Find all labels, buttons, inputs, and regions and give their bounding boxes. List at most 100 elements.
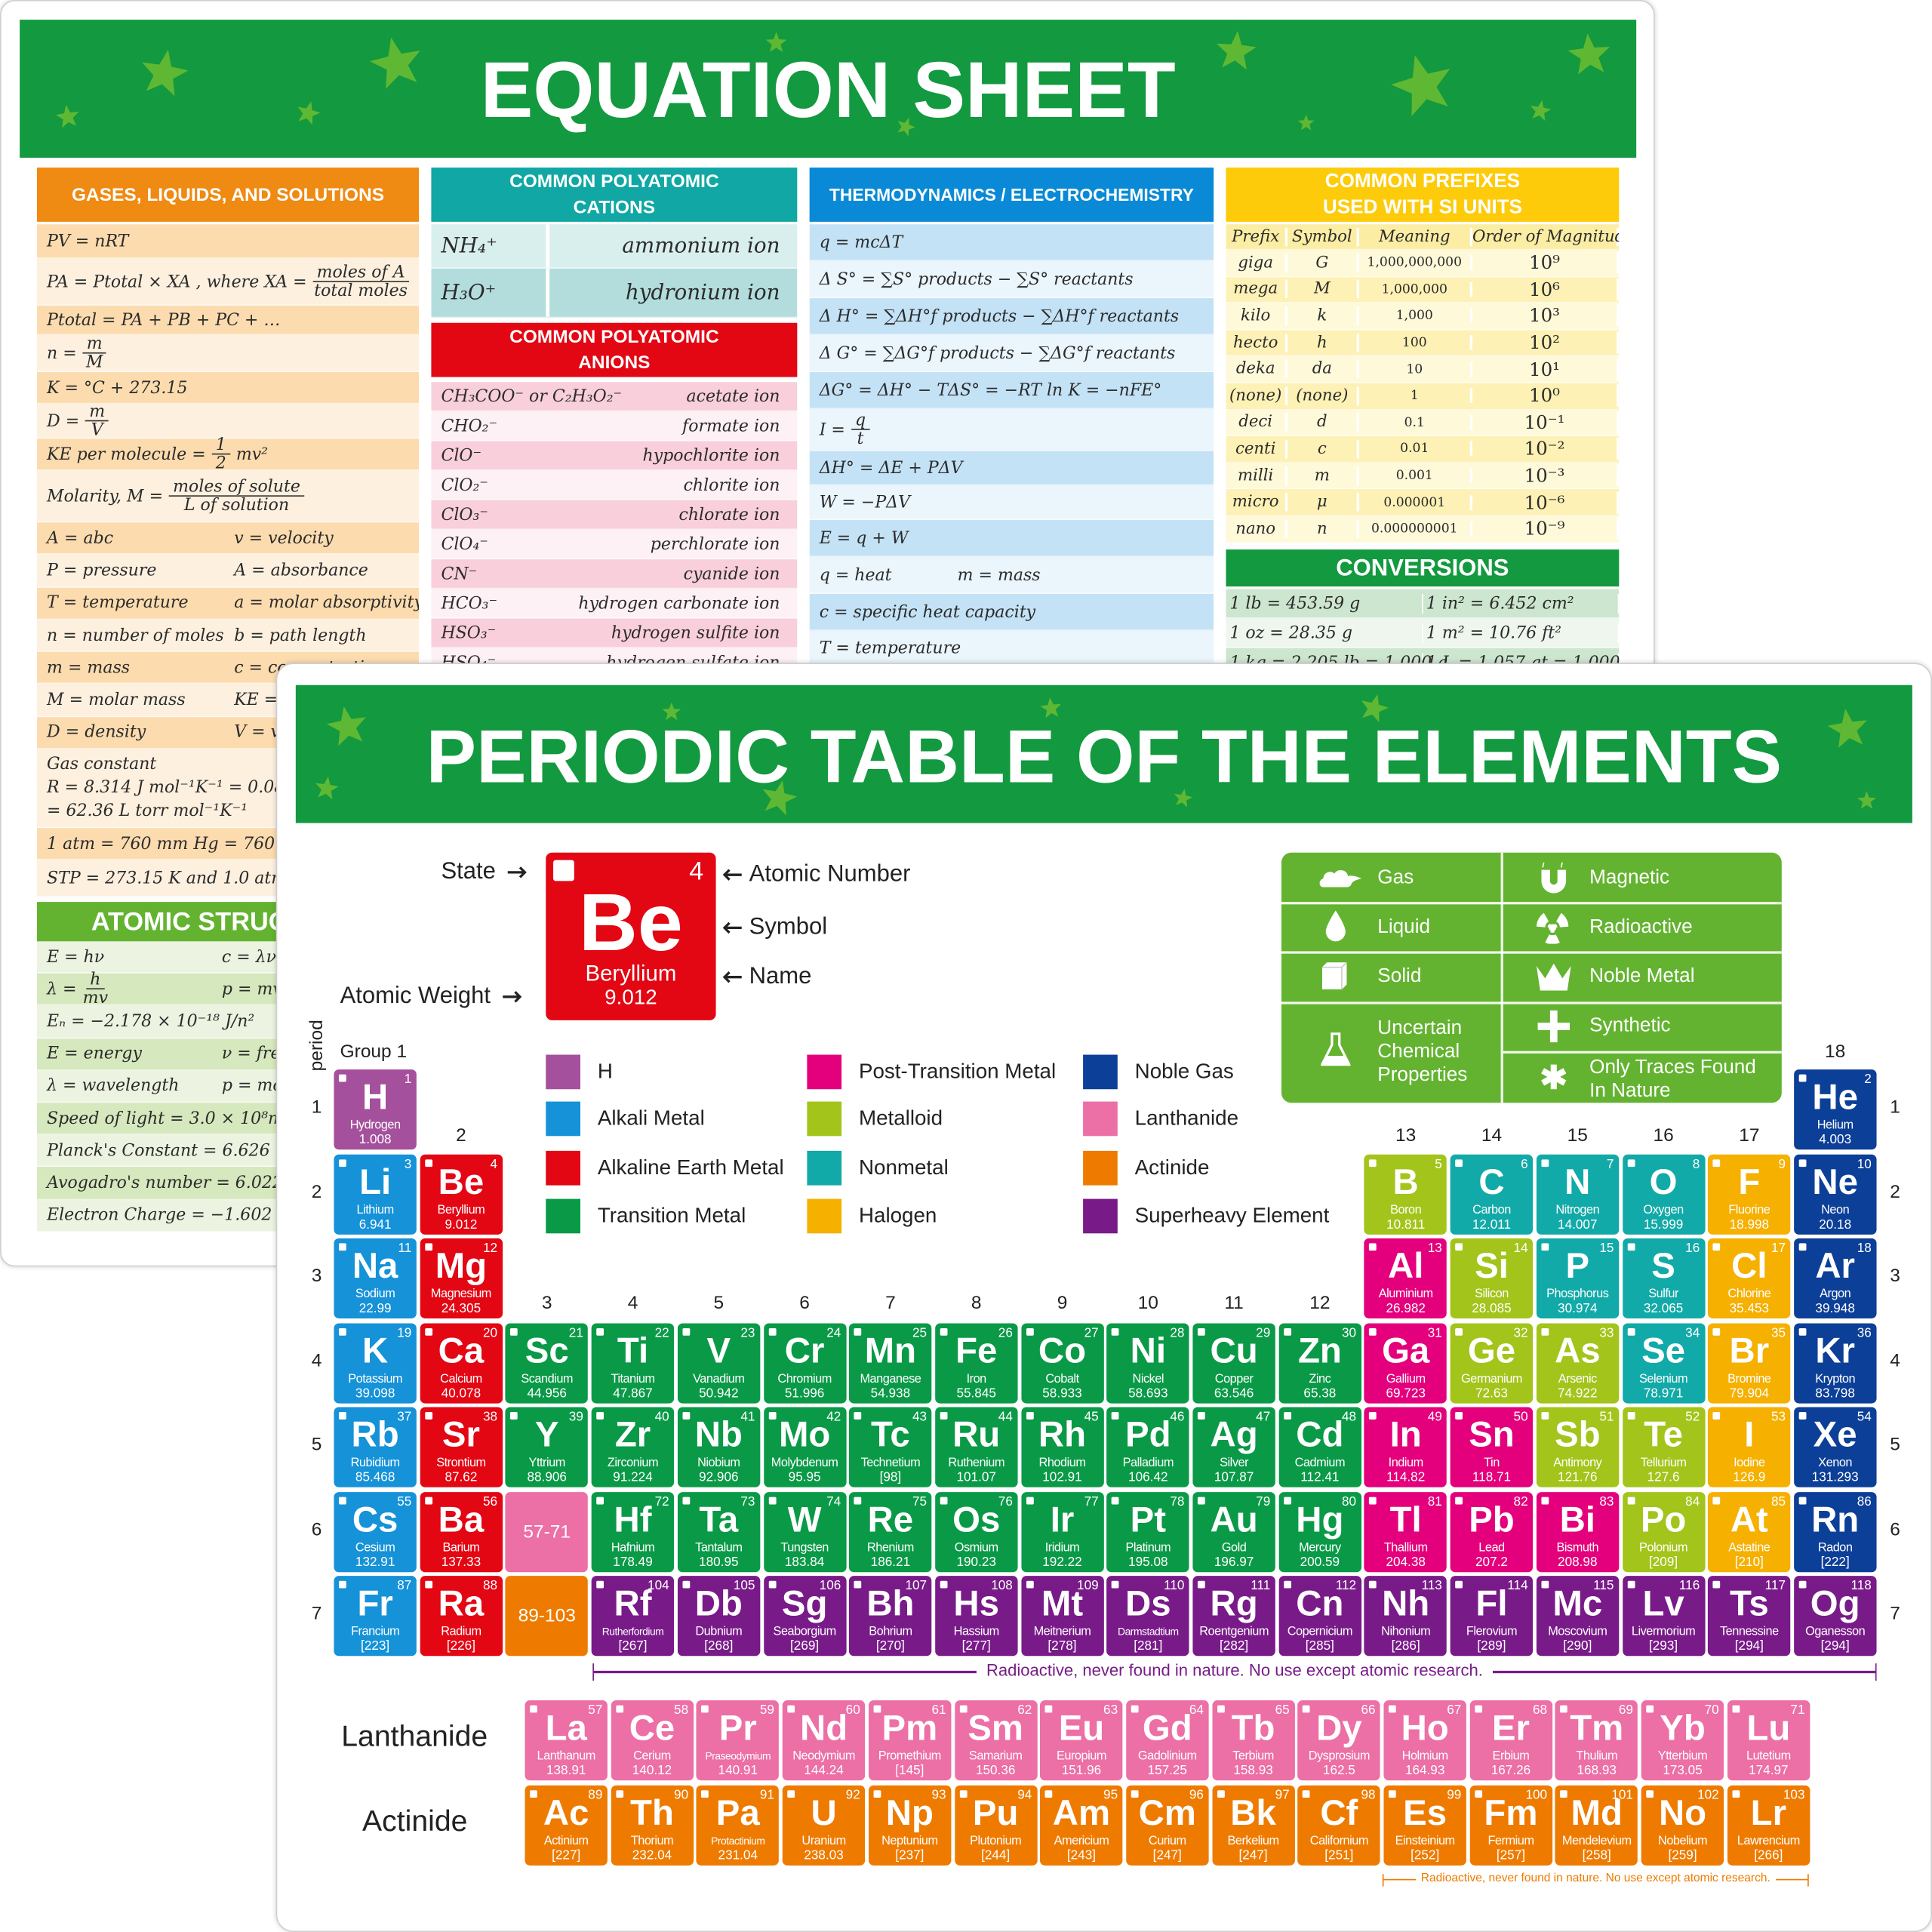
element-neptunium[interactable]: 93 Np Neptunium [237] [868, 1785, 952, 1866]
element-holmium[interactable]: 67 Ho Holmium 164.93 [1383, 1700, 1466, 1781]
element-uranium[interactable]: 92 U Uranium 238.03 [782, 1785, 866, 1866]
element-americium[interactable]: 95 Am Americium [243] [1040, 1785, 1123, 1866]
element-bohrium[interactable]: 107 Bh Bohrium [270] [849, 1576, 932, 1657]
element-oganesson[interactable]: 118 Og Oganesson [294] [1793, 1576, 1877, 1657]
element-phosphorus[interactable]: 15 P Phosphorus 30.974 [1536, 1238, 1619, 1318]
element-sulfur[interactable]: 16 S Sulfur 32.065 [1622, 1238, 1705, 1318]
element-germanium[interactable]: 32 Ge Germanium 72.63 [1450, 1322, 1534, 1403]
element-plutonium[interactable]: 94 Pu Plutonium [244] [954, 1785, 1037, 1866]
element-scandium[interactable]: 21 Sc Scandium 44.956 [506, 1322, 589, 1403]
element-mercury[interactable]: 80 Hg Mercury 200.59 [1278, 1491, 1361, 1572]
element-californium[interactable]: 98 Cf Californium [251] [1297, 1785, 1381, 1866]
element-meitnerium[interactable]: 109 Mt Meitnerium [278] [1020, 1576, 1104, 1657]
element-europium[interactable]: 63 Eu Europium 151.96 [1040, 1700, 1123, 1781]
element-bromine[interactable]: 35 Br Bromine 79.904 [1708, 1322, 1791, 1403]
element-seaborgium[interactable]: 106 Sg Seaborgium [269] [763, 1576, 846, 1657]
element-polonium[interactable]: 84 Po Polonium [209] [1622, 1491, 1705, 1572]
element-platinum[interactable]: 78 Pt Platinum 195.08 [1106, 1491, 1189, 1572]
element-beryllium[interactable]: 4 Be Beryllium 9.012 [420, 1153, 503, 1235]
element-darmstadtium[interactable]: 110 Ds Darmstadtium [281] [1106, 1576, 1189, 1657]
element-hassium[interactable]: 108 Hs Hassium [277] [935, 1576, 1018, 1657]
element-zinc[interactable]: 30 Zn Zinc 65.38 [1278, 1322, 1361, 1403]
element-silicon[interactable]: 14 Si Silicon 28.085 [1450, 1238, 1534, 1318]
element-livermorium[interactable]: 116 Lv Livermorium [293] [1622, 1576, 1705, 1657]
element-vanadium[interactable]: 23 V Vanadium 50.942 [677, 1322, 761, 1403]
element-calcium[interactable]: 20 Ca Calcium 40.078 [420, 1322, 503, 1403]
element-iridium[interactable]: 77 Ir Iridium 192.22 [1020, 1491, 1104, 1572]
element-gold[interactable]: 79 Au Gold 196.97 [1192, 1491, 1275, 1572]
element-lanthanum[interactable]: 57 La Lanthanum 138.91 [525, 1700, 608, 1781]
element-rutherfordium[interactable]: 104 Rf Rutherfordium [267] [591, 1576, 675, 1657]
element-cesium[interactable]: 55 Cs Cesium 132.91 [334, 1491, 417, 1572]
element-thulium[interactable]: 69 Tm Thulium 168.93 [1555, 1700, 1638, 1781]
element-praseodymium[interactable]: 59 Pr Praseodymium 140.91 [697, 1700, 780, 1781]
element-gadolinium[interactable]: 64 Gd Gadolinium 157.25 [1126, 1700, 1209, 1781]
element-chlorine[interactable]: 17 Cl Chlorine 35.453 [1708, 1238, 1791, 1318]
element-boron[interactable]: 5 B Boron 10.811 [1364, 1153, 1447, 1235]
element-moscovium[interactable]: 115 Mc Moscovium [290] [1536, 1576, 1619, 1657]
element-ruthenium[interactable]: 44 Ru Ruthenium 101.07 [935, 1407, 1018, 1487]
element-terbium[interactable]: 65 Tb Terbium 158.93 [1211, 1700, 1295, 1781]
element-titanium[interactable]: 22 Ti Titanium 47.867 [591, 1322, 675, 1403]
element-lutetium[interactable]: 71 Lu Lutetium 174.97 [1727, 1700, 1810, 1781]
element-niobium[interactable]: 41 Nb Niobium 92.906 [677, 1407, 761, 1487]
element-iron[interactable]: 26 Fe Iron 55.845 [935, 1322, 1018, 1403]
element-rhodium[interactable]: 45 Rh Rhodium 102.91 [1020, 1407, 1104, 1487]
element-hydrogen[interactable]: 1 H Hydrogen 1.008 [334, 1069, 417, 1150]
element-manganese[interactable]: 25 Mn Manganese 54.938 [849, 1322, 932, 1403]
element-neodymium[interactable]: 60 Nd Neodymium 144.24 [782, 1700, 866, 1781]
element-gallium[interactable]: 31 Ga Gallium 69.723 [1364, 1322, 1447, 1403]
element-hafnium[interactable]: 72 Hf Hafnium 178.49 [591, 1491, 675, 1572]
element-nobelium[interactable]: 102 No Nobelium [259] [1641, 1785, 1724, 1866]
element-nihonium[interactable]: 113 Nh Nihonium [286] [1364, 1576, 1447, 1657]
element-dysprosium[interactable]: 66 Dy Dysprosium 162.5 [1297, 1700, 1381, 1781]
element-rhenium[interactable]: 75 Re Rhenium 186.21 [849, 1491, 932, 1572]
element-selenium[interactable]: 34 Se Selenium 78.971 [1622, 1322, 1705, 1403]
element-zirconium[interactable]: 40 Zr Zirconium 91.224 [591, 1407, 675, 1487]
element-roentgenium[interactable]: 111 Rg Roentgenium [282] [1192, 1576, 1275, 1657]
element-tennessine[interactable]: 117 Ts Tennessine [294] [1708, 1576, 1791, 1657]
element-samarium[interactable]: 62 Sm Samarium 150.36 [954, 1700, 1037, 1781]
element-oxygen[interactable]: 8 O Oxygen 15.999 [1622, 1153, 1705, 1235]
element-lead[interactable]: 82 Pb Lead 207.2 [1450, 1491, 1534, 1572]
element-tungsten[interactable]: 74 W Tungsten 183.84 [763, 1491, 846, 1572]
element-krypton[interactable]: 36 Kr Krypton 83.798 [1793, 1322, 1877, 1403]
f-block-placeholder[interactable]: 89-103 [506, 1576, 589, 1657]
element-antimony[interactable]: 51 Sb Antimony 121.76 [1536, 1407, 1619, 1487]
element-astatine[interactable]: 85 At Astatine [210] [1708, 1491, 1791, 1572]
element-copernicium[interactable]: 112 Cn Copernicium [285] [1278, 1576, 1361, 1657]
element-nitrogen[interactable]: 7 N Nitrogen 14.007 [1536, 1153, 1619, 1235]
element-strontium[interactable]: 38 Sr Strontium 87.62 [420, 1407, 503, 1487]
element-tellurium[interactable]: 52 Te Tellurium 127.6 [1622, 1407, 1705, 1487]
element-cadmium[interactable]: 48 Cd Cadmium 112.41 [1278, 1407, 1361, 1487]
element-barium[interactable]: 56 Ba Barium 137.33 [420, 1491, 503, 1572]
element-indium[interactable]: 49 In Indium 114.82 [1364, 1407, 1447, 1487]
element-radium[interactable]: 88 Ra Radium [226] [420, 1576, 503, 1657]
element-radon[interactable]: 86 Rn Radon [222] [1793, 1491, 1877, 1572]
element-carbon[interactable]: 6 C Carbon 12.011 [1450, 1153, 1534, 1235]
element-helium[interactable]: 2 He Helium 4.003 [1793, 1069, 1877, 1150]
element-chromium[interactable]: 24 Cr Chromium 51.996 [763, 1322, 846, 1403]
element-thorium[interactable]: 90 Th Thorium 232.04 [611, 1785, 694, 1866]
element-copper[interactable]: 29 Cu Copper 63.546 [1192, 1322, 1275, 1403]
element-erbium[interactable]: 68 Er Erbium 167.26 [1469, 1700, 1552, 1781]
element-lithium[interactable]: 3 Li Lithium 6.941 [334, 1153, 417, 1235]
f-block-placeholder[interactable]: 57-71 [506, 1491, 589, 1572]
element-technetium[interactable]: 43 Tc Technetium [98] [849, 1407, 932, 1487]
element-tantalum[interactable]: 73 Ta Tantalum 180.95 [677, 1491, 761, 1572]
element-lawrencium[interactable]: 103 Lr Lawrencium [266] [1727, 1785, 1810, 1866]
element-protactinium[interactable]: 91 Pa Protactinium 231.04 [697, 1785, 780, 1866]
element-bismuth[interactable]: 83 Bi Bismuth 208.98 [1536, 1491, 1619, 1572]
element-aluminium[interactable]: 13 Al Aluminium 26.982 [1364, 1238, 1447, 1318]
element-potassium[interactable]: 19 K Potassium 39.098 [334, 1322, 417, 1403]
element-mendelevium[interactable]: 101 Md Mendelevium [258] [1555, 1785, 1638, 1866]
element-xenon[interactable]: 54 Xe Xenon 131.293 [1793, 1407, 1877, 1487]
element-promethium[interactable]: 61 Pm Promethium [145] [868, 1700, 952, 1781]
element-curium[interactable]: 96 Cm Curium [247] [1126, 1785, 1209, 1866]
element-tin[interactable]: 50 Sn Tin 118.71 [1450, 1407, 1534, 1487]
element-osmium[interactable]: 76 Os Osmium 190.23 [935, 1491, 1018, 1572]
element-nickel[interactable]: 28 Ni Nickel 58.693 [1106, 1322, 1189, 1403]
element-cobalt[interactable]: 27 Co Cobalt 58.933 [1020, 1322, 1104, 1403]
element-thallium[interactable]: 81 Tl Thallium 204.38 [1364, 1491, 1447, 1572]
element-iodine[interactable]: 53 I Iodine 126.9 [1708, 1407, 1791, 1487]
